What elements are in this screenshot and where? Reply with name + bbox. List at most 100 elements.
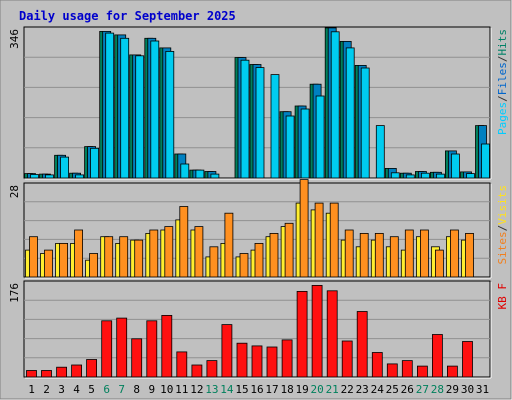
bar-kb-f xyxy=(26,370,37,378)
bar-kb-f xyxy=(236,342,248,378)
bar-sites xyxy=(224,212,234,278)
x-tick-label: 14 xyxy=(220,383,234,396)
panel-requests: 346 Pages/Files/Hits xyxy=(8,26,509,180)
x-tick-label: 19 xyxy=(295,383,308,396)
bar-kb-f xyxy=(71,364,82,378)
x-tick-label: 7 xyxy=(118,383,125,396)
bar-pages xyxy=(405,174,415,179)
bar-pages xyxy=(120,37,130,179)
series-legend-volume: KB F xyxy=(496,283,509,310)
bar-kb-f xyxy=(131,338,143,378)
bar-kb-f xyxy=(326,290,338,378)
bar-pages xyxy=(60,156,69,179)
bar-kb-f xyxy=(462,341,473,378)
bar-sites xyxy=(329,202,339,278)
y-max-label-requests: 346 xyxy=(8,29,21,49)
x-tick-label: 6 xyxy=(103,383,110,396)
bar-kb-f xyxy=(416,365,428,378)
bar-kb-f xyxy=(431,334,443,378)
bar-kb-f xyxy=(311,284,323,378)
bar-kb-f xyxy=(146,320,158,378)
chart-title: Daily usage for September 2025 xyxy=(19,9,236,23)
bar-sites xyxy=(449,229,459,278)
bar-sites xyxy=(254,242,264,278)
legend-entry: KB F xyxy=(496,283,509,310)
x-tick-label: 3 xyxy=(58,383,65,396)
bar-sites xyxy=(104,236,114,278)
series-legend-requests: Pages/Files/Hits xyxy=(496,29,509,135)
x-tick-label: 5 xyxy=(88,383,95,396)
x-tick-label: 27 xyxy=(416,383,429,396)
bar-kb-f xyxy=(56,366,67,378)
bar-pages xyxy=(450,153,460,179)
series-legend-visitors: Sites/Visits xyxy=(496,185,509,265)
bar-kb-f xyxy=(446,365,458,378)
x-tick-label: 25 xyxy=(386,383,399,396)
legend-entry: / xyxy=(496,95,509,102)
bar-pages xyxy=(150,40,160,179)
bar-sites xyxy=(419,229,429,278)
x-tick-label: 23 xyxy=(356,383,369,396)
bar-sites xyxy=(269,232,279,278)
panel-volume: 176 KB F xyxy=(8,280,509,379)
bar-pages xyxy=(420,172,430,179)
bar-sites xyxy=(74,229,83,278)
legend-entry: / xyxy=(496,56,509,63)
bar-sites xyxy=(179,206,189,278)
bar-sites xyxy=(359,232,369,278)
x-axis-ticks: 1 2 3 4 5 6 7 8 9 10 11 12 13 14 15 16 17 18 19 20 21 22 23 24 2… xyxy=(28,383,489,396)
bar-sites xyxy=(344,229,354,278)
bar-pages xyxy=(300,108,310,179)
x-tick-label: 2 xyxy=(43,383,50,396)
bar-kb-f xyxy=(251,345,263,378)
bar-kb-f xyxy=(116,317,128,378)
bar-sites xyxy=(149,229,159,278)
x-tick-label: 21 xyxy=(326,383,339,396)
bar-sites xyxy=(164,226,174,278)
bar-pages xyxy=(330,31,340,179)
bar-kb-f xyxy=(41,370,52,378)
bar-kb-f xyxy=(356,311,368,378)
bar-sites xyxy=(59,242,68,278)
x-tick-label: 24 xyxy=(371,383,385,396)
x-tick-label: 8 xyxy=(133,383,140,396)
bar-kb-f xyxy=(386,363,398,378)
legend-entry: Pages xyxy=(496,102,509,135)
bar-kb-f xyxy=(206,360,218,378)
bar-kb-f xyxy=(176,351,188,378)
bar-pages xyxy=(466,173,475,179)
bar-sites xyxy=(374,232,384,278)
bar-pages xyxy=(105,32,115,179)
x-tick-label: 26 xyxy=(401,383,414,396)
bar-kb-f xyxy=(281,339,293,378)
bar-kb-f xyxy=(371,352,383,378)
x-tick-label: 15 xyxy=(235,383,248,396)
x-tick-label: 9 xyxy=(148,383,155,396)
bar-pages xyxy=(481,143,490,179)
x-tick-label: 12 xyxy=(190,383,203,396)
legend-entry: Sites xyxy=(496,231,509,264)
bar-pages xyxy=(75,174,84,179)
bar-pages xyxy=(270,74,280,179)
bar-pages xyxy=(45,174,54,179)
bar-sites xyxy=(209,246,219,278)
bar-pages xyxy=(165,51,175,179)
x-tick-label: 4 xyxy=(73,383,80,396)
x-tick-label: 31 xyxy=(476,383,489,396)
bar-sites xyxy=(29,236,38,278)
bar-pages xyxy=(180,163,190,179)
bar-sites xyxy=(465,232,474,278)
bar-pages xyxy=(315,95,325,179)
bar-kb-f xyxy=(401,360,413,378)
x-tick-label: 16 xyxy=(250,383,263,396)
bar-sites xyxy=(314,202,324,278)
bar-pages xyxy=(435,173,445,179)
bar-sites xyxy=(404,229,414,278)
bar-sites xyxy=(89,253,98,278)
x-tick-label: 22 xyxy=(341,383,354,396)
bar-pages xyxy=(345,47,355,179)
x-tick-label: 13 xyxy=(205,383,218,396)
bar-pages xyxy=(255,67,265,179)
bar-pages xyxy=(390,172,400,179)
bar-kb-f xyxy=(191,364,203,378)
